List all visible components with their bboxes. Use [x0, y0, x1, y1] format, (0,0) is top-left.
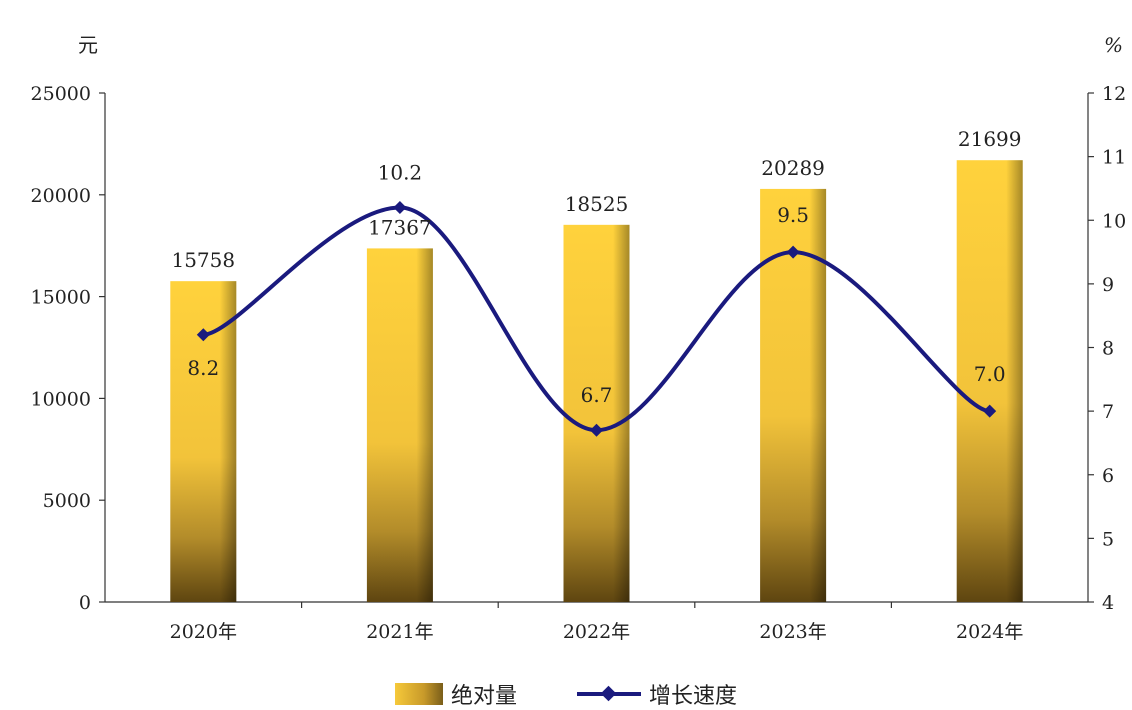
y-right-tick-label-8: 12: [1102, 83, 1126, 105]
bars: [170, 160, 1023, 602]
growth-value-label-4: 7.0: [974, 362, 1006, 386]
y-right-tick-label-2: 6: [1102, 465, 1114, 487]
y-right-tick-label-5: 9: [1102, 274, 1114, 296]
x-tick-label-4: 2024年: [956, 621, 1023, 643]
bar-shade-1: [366, 248, 433, 602]
bar-value-label-3: 20289: [761, 156, 825, 180]
growth-value-label-2: 6.7: [581, 383, 613, 407]
growth-value-label-3: 9.5: [777, 203, 809, 227]
y-right-tick-label-4: 8: [1102, 338, 1114, 360]
bar-value-label-2: 18525: [565, 192, 629, 216]
x-tick-label-1: 2021年: [366, 621, 433, 643]
growth-marker-4: [983, 404, 997, 418]
growth-marker-0: [196, 328, 210, 342]
bar-value-label-1: 17367: [368, 215, 432, 239]
legend-item-bar: 绝对量: [394, 678, 517, 710]
bar-value-label-4: 21699: [958, 127, 1022, 151]
legend-bar-swatch: [394, 683, 443, 705]
legend-item-line: 增长速度: [577, 678, 737, 710]
y-right-tick-label-7: 11: [1102, 147, 1126, 169]
legend: 绝对量 增长速度: [0, 678, 1132, 710]
y-right-tick-label-0: 4: [1102, 592, 1114, 614]
x-tick-label-2: 2022年: [563, 621, 630, 643]
y-right-tick-label-1: 5: [1102, 528, 1114, 550]
growth-marker-2: [590, 423, 603, 437]
growth-marker-3: [786, 245, 800, 259]
y-right-unit: %: [1104, 33, 1123, 57]
y-left-tick-label-5: 25000: [31, 83, 91, 105]
bar-shade-2: [563, 224, 630, 602]
bar-shade-4: [956, 160, 1023, 602]
x-tick-label-0: 2020年: [170, 621, 237, 643]
growth-value-label-1: 10.2: [378, 161, 423, 185]
y-left-tick-label-2: 10000: [31, 388, 91, 410]
x-tick-label-3: 2023年: [759, 621, 826, 643]
axes: 0 5000 10000 15000 20000 25000 4 5 6 7 8 9 10 11 12 元 % 2…: [31, 33, 1127, 643]
legend-bar-label: 绝对量: [450, 684, 517, 709]
bar-value-label-0: 15758: [171, 248, 235, 272]
growth-line: [196, 201, 997, 437]
y-left-tick-label-4: 20000: [31, 185, 91, 207]
y-right-tick-label-3: 7: [1102, 401, 1114, 423]
legend-line-label: 增长速度: [649, 684, 738, 709]
y-left-tick-label-0: 0: [79, 592, 91, 614]
chart: 0 5000 10000 15000 20000 25000 4 5 6 7 8 9 10 11 12 元 % 2…: [31, 33, 1127, 643]
y-left-tick-label-1: 5000: [43, 490, 91, 512]
y-left-tick-label-3: 15000: [31, 287, 91, 309]
y-right-tick-label-6: 10: [1102, 210, 1126, 232]
data-labels: 15758 17367 18525 20289 21699 8.2 10.2 6.7 9.5 7.…: [171, 127, 1021, 407]
legend-line-swatch: [577, 683, 641, 705]
growth-value-label-0: 8.2: [187, 356, 219, 380]
growth-marker-1: [393, 201, 407, 215]
y-left-unit: 元: [78, 33, 98, 57]
